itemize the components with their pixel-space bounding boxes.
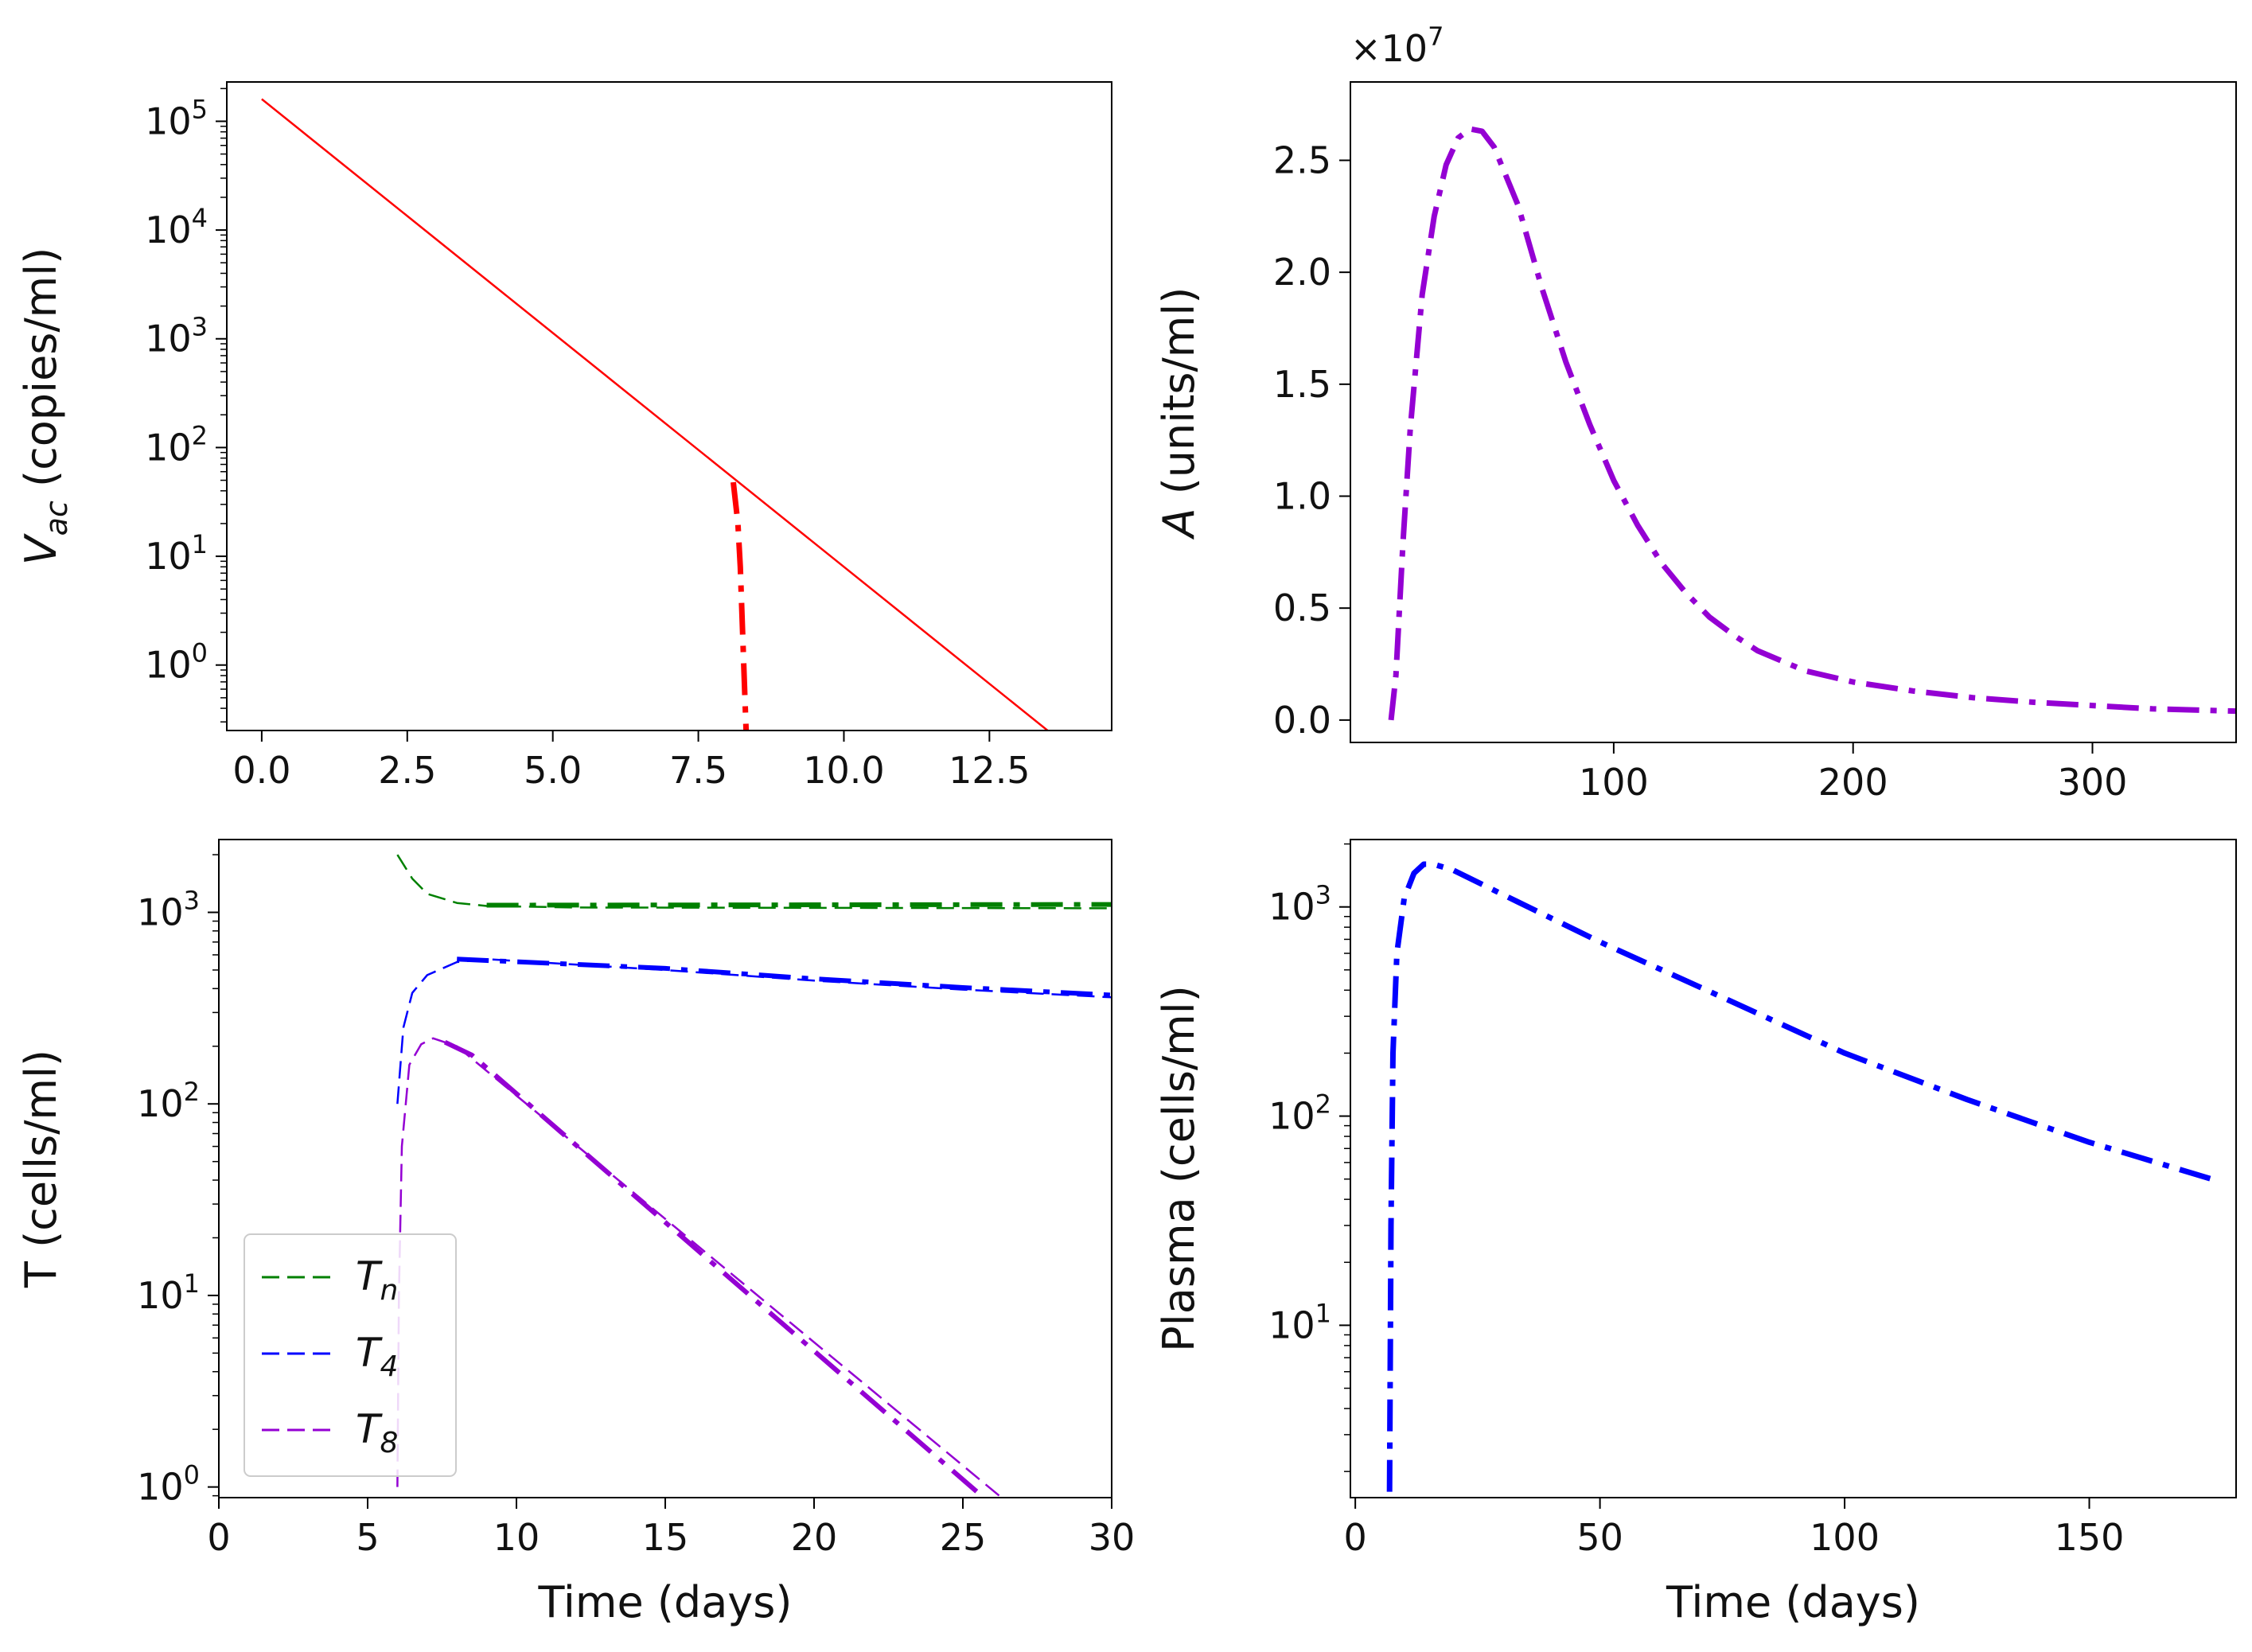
series-line-tcells-3 [457,957,1112,998]
legend-label: Tn [356,1253,398,1307]
y-tick-label-tcells: 100 [137,1460,200,1509]
y-tick-label-tcells: 101 [137,1268,200,1317]
y-tick-label-vac: 102 [145,420,208,469]
y-tick-label-tcells: 102 [137,1077,200,1125]
x-axis-label-tcells: Time (days) [538,1577,793,1627]
x-tick-label-tcells: 30 [1089,1516,1136,1559]
y-tick-label-tcells: 103 [137,886,200,934]
x-tick-label-plasma: 0 [1344,1516,1367,1559]
x-tick-label-vac: 5.0 [524,749,582,792]
plot-area-plasma [1386,861,2213,1492]
series-line-vac-0 [261,98,1049,731]
x-tick-label-vac: 2.5 [378,749,436,792]
legend-label: T8 [356,1406,398,1459]
x-tick-label-tcells: 0 [207,1516,230,1559]
x-tick-label-vac: 0.0 [232,749,290,792]
series-line-tcells-1 [486,902,1112,908]
series-line-plasma-0 [1386,861,2213,1492]
x-tick-label-tcells: 10 [493,1516,540,1559]
series-line-antibody-0 [1388,126,2236,721]
x-tick-label-antibody: 100 [1579,761,1649,804]
y-axis-label-antibody: A (units/ml) [1154,287,1204,540]
panel-tcells: 0 5 10 15 20 25 30 100 101 102 103 T (cells/ml) Time… [16,839,1136,1627]
y-tick-label-antibody: 1.5 [1273,363,1331,406]
x-axis-label-plasma: Time (days) [1666,1577,1920,1627]
axes-frame-plasma [1350,839,2237,1498]
y-axis-label-tcells: T (cells/ml) [16,1050,66,1288]
axes-frame-antibody [1350,81,2237,743]
y-tick-label-antibody: 2.0 [1273,251,1331,294]
y-tick-label-antibody: 1.0 [1273,475,1331,518]
panel-plasma: 0 50 100 150 101 102 103 Plasma (cells/ml) Time … [1154,839,2237,1627]
x-tick-label-tcells: 5 [356,1516,379,1559]
axes-frame-vac [226,81,1112,731]
y-tick-label-vac: 105 [145,94,208,142]
x-tick-label-plasma: 50 [1576,1516,1623,1559]
x-tick-label-plasma: 150 [2055,1516,2125,1559]
plot-area-tcells [396,854,1112,1498]
y-tick-label-plasma: 102 [1268,1089,1331,1138]
y-tick-label-plasma: 103 [1268,880,1331,929]
y-tick-label-vac: 100 [145,638,208,687]
offset-text-antibody: ×107 [1350,21,1444,70]
legend-frame [244,1233,457,1477]
legend-label: T4 [356,1330,398,1383]
x-tick-label-antibody: 300 [2058,761,2128,804]
x-tick-label-vac: 7.5 [669,749,727,792]
legend-tcells: Tn T4 T8 [244,1233,457,1477]
x-tick-label-plasma: 100 [1810,1516,1880,1559]
y-tick-label-vac: 104 [145,203,208,251]
y-tick-label-antibody: 0.0 [1273,699,1331,742]
x-tick-label-vac: 10.0 [803,749,884,792]
panel-antibody: 100 200 300 0.0 0.5 1.0 1.5 2.0 2.5 ×107 A (units/… [1154,21,2237,804]
y-axis-label-plasma: Plasma (cells/ml) [1154,985,1204,1352]
panel-vac: 0.0 2.5 5.0 7.5 10.0 12.5 100 101 102 103 104 105 Va… [16,81,1112,792]
x-tick-label-vac: 12.5 [949,749,1030,792]
x-tick-label-tcells: 20 [791,1516,838,1559]
y-tick-label-plasma: 101 [1268,1298,1331,1346]
y-axis-label-vac: Vac (copies/ml) [16,247,74,566]
x-tick-label-antibody: 200 [1818,761,1888,804]
x-tick-label-tcells: 25 [940,1516,987,1559]
y-tick-label-vac: 101 [145,529,208,578]
y-tick-label-vac: 103 [145,312,208,360]
series-line-tcells-0 [396,854,1112,910]
plot-area-vac [261,98,1049,731]
series-line-tcells-5 [443,1039,986,1498]
x-tick-label-tcells: 15 [642,1516,689,1559]
plot-area-antibody [1388,126,2236,721]
y-tick-label-antibody: 2.5 [1273,138,1331,181]
y-tick-label-antibody: 0.5 [1273,586,1331,629]
